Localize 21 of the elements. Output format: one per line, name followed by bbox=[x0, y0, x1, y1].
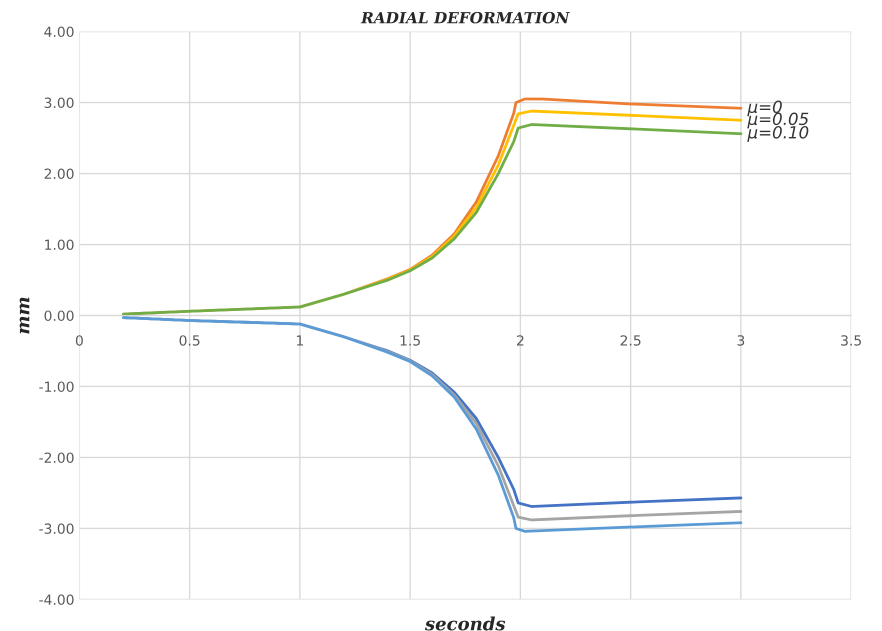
x-tick-label: 2 bbox=[516, 335, 524, 346]
x-tick-label: 0.5 bbox=[180, 335, 200, 346]
y-tick-label: 3.00 bbox=[44, 98, 74, 108]
x-tick-label: 1.5 bbox=[400, 335, 420, 346]
y-tick-label: -2.00 bbox=[39, 452, 74, 463]
y-tick-label: 0.00 bbox=[44, 310, 74, 321]
y-tick-label: 2.00 bbox=[44, 168, 74, 179]
y-tick-label: -1.00 bbox=[39, 381, 74, 392]
x-axis-title: seconds bbox=[424, 616, 506, 630]
x-tick-label: 1 bbox=[296, 335, 304, 346]
y-tick-label: -4.00 bbox=[39, 594, 74, 605]
y-tick-label: -3.00 bbox=[39, 523, 74, 534]
x-tick-label: 3.5 bbox=[841, 335, 861, 346]
y-tick-label: 1.00 bbox=[45, 239, 74, 250]
series-label: μ=0.10 bbox=[747, 126, 808, 142]
x-tick-label: 0 bbox=[76, 335, 83, 346]
x-tick-label: 2.5 bbox=[620, 335, 640, 346]
x-tick-label: 3 bbox=[738, 335, 744, 346]
chart-title: RADIAL DEFORMATION bbox=[360, 12, 570, 24]
y-axis-title: mm bbox=[20, 298, 30, 334]
y-tick-label: 4.00 bbox=[44, 26, 74, 38]
